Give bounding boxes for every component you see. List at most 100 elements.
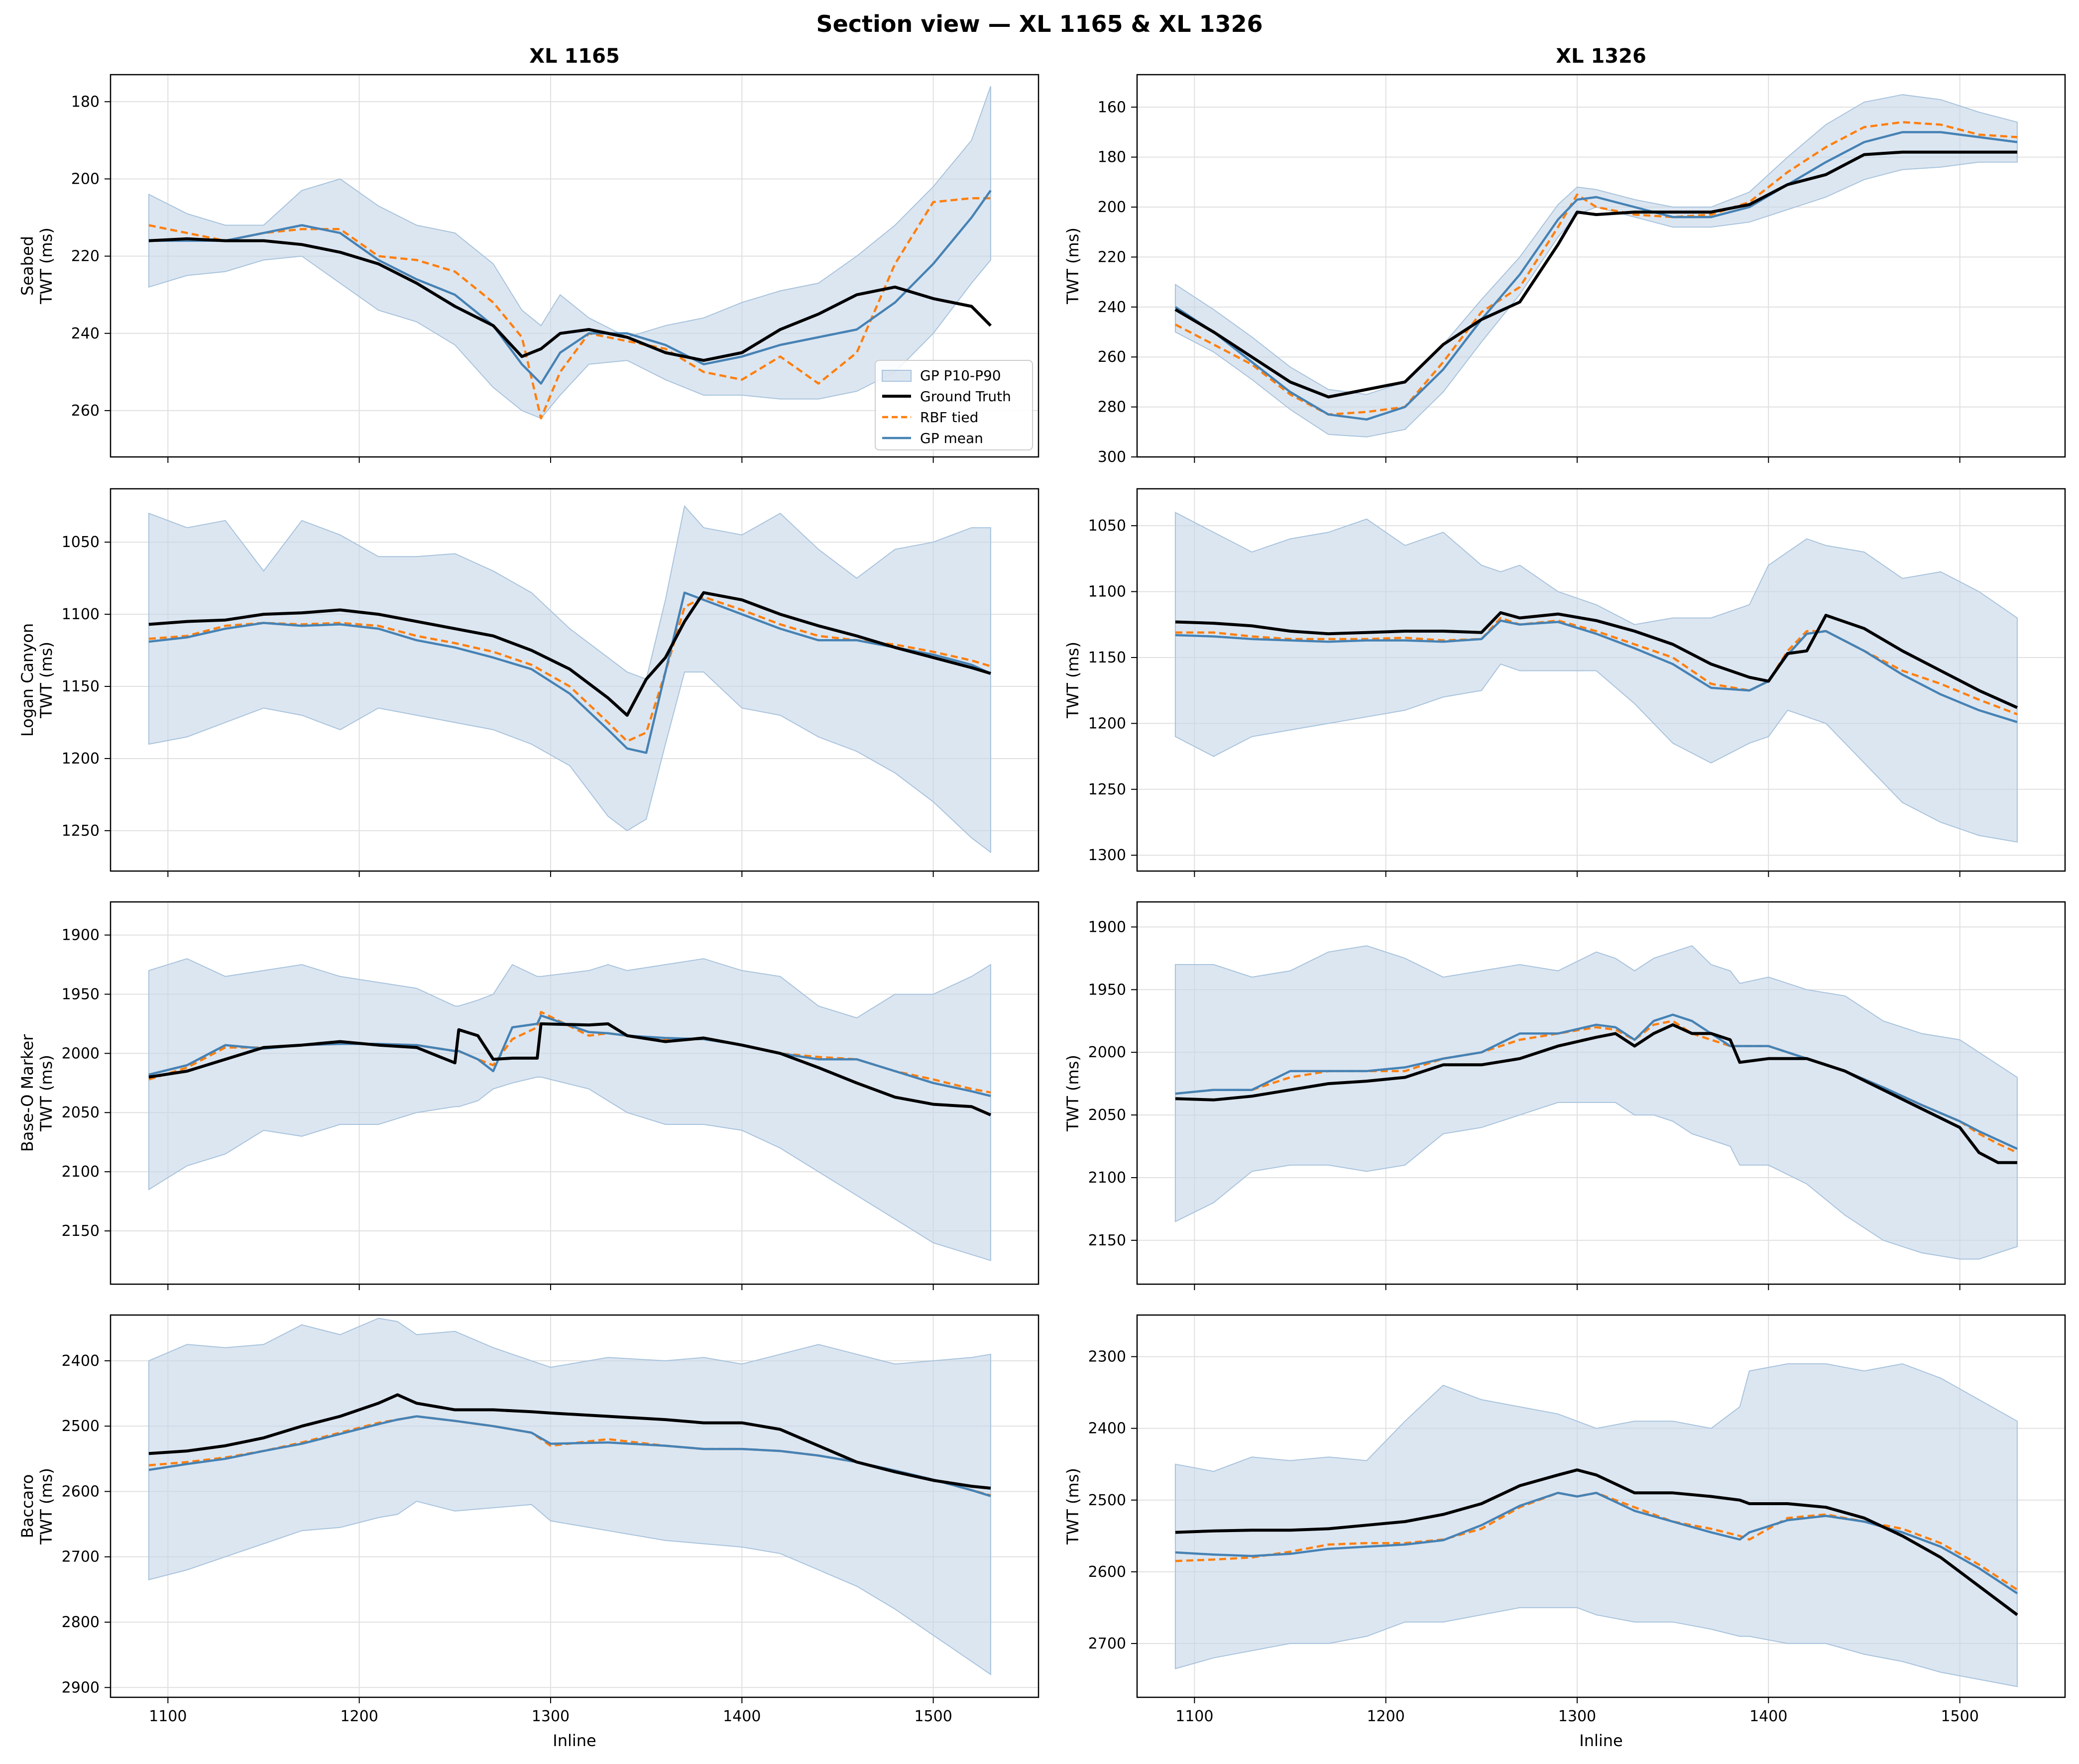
panel-3-ytick-label-1150: 1150	[1088, 649, 1126, 666]
panel-2-frame	[110, 488, 1040, 872]
panel-7-ylabel: TWT (ms)	[1063, 1468, 1082, 1545]
panel-0-gp-band	[148, 86, 991, 419]
column-title-xl1165: XL 1165	[529, 45, 620, 68]
panel-6-xtick-label-1300: 1300	[532, 1708, 570, 1725]
panel-4-ylabel-line-0: Base-O Marker	[18, 1034, 37, 1152]
panel-4-gp-band	[148, 958, 991, 1261]
legend-box	[875, 360, 1033, 450]
panel-6-ytick-label-2400: 2400	[62, 1352, 100, 1370]
panel-6-plot-area	[148, 1318, 991, 1675]
panel-1-ytick-label-200: 200	[1098, 199, 1126, 216]
column-title-xl1326: XL 1326	[1556, 45, 1646, 68]
panel-1-ytick-label-240: 240	[1098, 299, 1126, 316]
panel-3-ytick-label-1050: 1050	[1088, 517, 1126, 535]
panel-7-xtick-label-1300: 1300	[1558, 1708, 1596, 1725]
panel-5-ylabel: TWT (ms)	[1063, 1055, 1082, 1132]
panel-0-ylabel-line-0: Seabed	[18, 236, 37, 296]
panel-2-ytick-label-1200: 1200	[62, 750, 100, 768]
legend-gp-mean-label: GP mean	[920, 430, 983, 446]
panel-5-gp-mean-line	[1175, 1013, 2018, 1150]
panel-2-ylabel-line-1: TWT (ms)	[37, 642, 56, 719]
panel-2-plot-area	[148, 505, 991, 854]
legend: GP P10-P90 Ground Truth RBF tied GP mean	[875, 360, 1033, 450]
panel-3-ground-truth-line	[1175, 611, 2018, 709]
panel-1-ylabel: TWT (ms)	[1063, 227, 1082, 305]
panel-6-frame	[110, 1314, 1040, 1698]
legend-band-swatch	[882, 370, 912, 382]
panel-0-ytick-label-240: 240	[71, 325, 100, 342]
panel-6-ytick-label-2900: 2900	[62, 1679, 100, 1696]
panel-0-ytick-label-260: 260	[71, 402, 100, 420]
panel-3-ytick-label-1100: 1100	[1088, 583, 1126, 601]
panel-4-ytick-label-1950: 1950	[62, 986, 100, 1003]
panel-3-ytick-label-1200: 1200	[1088, 715, 1126, 732]
panel-6-ground-truth-line	[148, 1393, 991, 1490]
panel-7-ytick-label-2700: 2700	[1088, 1635, 1126, 1653]
panel-4-ytick-label-1900: 1900	[62, 927, 100, 944]
panel-4-frame	[110, 901, 1040, 1285]
panel-3-ytick-label-1300: 1300	[1088, 847, 1126, 864]
panel-3-ylabel: TWT (ms)	[1063, 642, 1082, 719]
panel-3: 1050 1100 1150 1200 1250 1300 TWT (ms)	[1063, 488, 2066, 877]
panel-0-ylabel: SeabedTWT (ms)	[18, 227, 56, 305]
legend-rbf-tied-label: RBF tied	[920, 409, 978, 426]
panel-5-ground-truth-line	[1175, 1023, 2017, 1164]
panel-0-frame	[110, 74, 1040, 458]
panel-2-ylabel: Logan CanyonTWT (ms)	[18, 623, 56, 737]
panel-1-ytick-label-180: 180	[1098, 149, 1126, 166]
panel-3-ytick-label-1250: 1250	[1088, 781, 1126, 798]
panel-6-ytick-label-2700: 2700	[62, 1548, 100, 1566]
panel-0-ytick-label-180: 180	[71, 93, 100, 110]
panel-7-xtick-label-1100: 1100	[1175, 1708, 1213, 1725]
panel-5-frame	[1136, 901, 2066, 1285]
panel-6-ylabel-line-0: Baccaro	[18, 1474, 37, 1538]
panel-4-ytick-label-2000: 2000	[62, 1045, 100, 1062]
panel-2-ylabel-line-0: Logan Canyon	[18, 623, 37, 737]
panel-3-plot-area	[1174, 512, 2018, 843]
panel-3-gp-band	[1174, 512, 2018, 843]
panel-3-gp-mean-line	[1175, 619, 2018, 723]
panel-0-rbf-tied-line	[148, 197, 991, 420]
panel-2: 1050 1100 1150 1200 1250 Logan CanyonTWT (ms)	[18, 488, 1040, 877]
panel-2-ground-truth-line	[148, 591, 991, 717]
panel-0-ytick-label-200: 200	[71, 170, 100, 188]
panel-7-ylabel-line-0: TWT (ms)	[1063, 1468, 1082, 1545]
panel-5-ytick-label-1950: 1950	[1088, 981, 1126, 998]
panel-2-ytick-label-1150: 1150	[62, 678, 100, 695]
panel-6-ytick-label-2600: 2600	[62, 1483, 100, 1500]
panel-5-ytick-label-2100: 2100	[1088, 1169, 1126, 1187]
panel-7: 1100 1200 1300 1400 1500 2300 2400 2500 2600 2700…	[1063, 1314, 2066, 1750]
panel-1-ytick-label-300: 300	[1098, 448, 1126, 466]
panel-5: 1900 1950 2000 2050 2100 2150 TWT (ms)	[1063, 901, 2066, 1290]
panel-6-gp-band	[148, 1318, 991, 1675]
panel-4: 1900 1950 2000 2050 2100 2150 Base-O MarkerTWT…	[18, 901, 1040, 1290]
panel-2-ytick-label-1100: 1100	[62, 606, 100, 623]
panel-4-ground-truth-line	[148, 1022, 992, 1116]
panel-2-rbf-tied-line	[148, 596, 991, 743]
panel-4-ytick-label-2100: 2100	[62, 1163, 100, 1181]
panel-5-ytick-label-1900: 1900	[1088, 918, 1126, 936]
panel-4-ytick-label-2050: 2050	[62, 1104, 100, 1121]
panel-7-xtick-label-1400: 1400	[1749, 1708, 1787, 1725]
panel-6-xtick-label-1200: 1200	[340, 1708, 378, 1725]
legend-band-label: GP P10-P90	[920, 367, 1001, 384]
panel-4-ylabel-line-1: TWT (ms)	[37, 1055, 56, 1132]
panel-1-ground-truth-line	[1174, 150, 2017, 399]
panel-7-ytick-label-2500: 2500	[1088, 1492, 1126, 1509]
panel-5-ytick-label-2050: 2050	[1088, 1106, 1126, 1124]
panel-0-gp-mean-line	[148, 190, 992, 385]
figure-suptitle: Section view — XL 1165 & XL 1326	[816, 10, 1263, 37]
panel-6-xtick-label-1400: 1400	[723, 1708, 761, 1725]
panel-7-plot-area	[1174, 1363, 2018, 1687]
panel-4-ylabel: Base-O MarkerTWT (ms)	[18, 1034, 56, 1152]
panel-1-ylabel-line-0: TWT (ms)	[1063, 227, 1082, 305]
panel-6: 1100 1200 1300 1400 1500 2400 2500 2600 2700 2800…	[18, 1314, 1040, 1750]
panel-1-gp-mean-line	[1174, 131, 2018, 421]
panel-6-ytick-label-2500: 2500	[62, 1418, 100, 1435]
panel-3-frame	[1136, 488, 2066, 872]
panel-6-ylabel: BaccaroTWT (ms)	[18, 1468, 56, 1545]
panel-7-gp-band	[1174, 1363, 2018, 1687]
panel-1-plot-area	[1174, 94, 2018, 438]
